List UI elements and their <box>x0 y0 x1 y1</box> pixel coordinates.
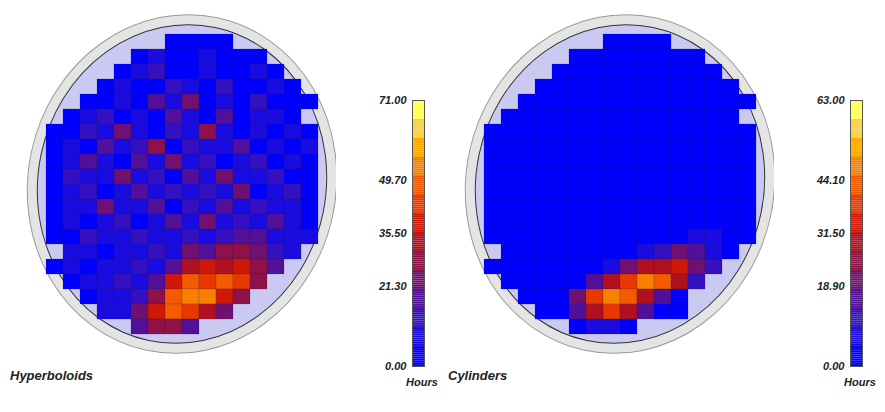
html-text:Hours: Hours <box>406 376 438 388</box>
svg-text:0.00: 0.00 <box>823 360 845 372</box>
svg-text:63.00: 63.00 <box>817 94 845 106</box>
svg-text:49.70: 49.70 <box>378 174 407 186</box>
svg-text:21.30: 21.30 <box>378 280 407 292</box>
html-text:Hours: Hours <box>844 376 876 388</box>
svg-text:35.50: 35.50 <box>379 227 407 239</box>
svg-text:71.00: 71.00 <box>379 94 407 106</box>
html-text:Cylinders: Cylinders <box>448 368 508 383</box>
svg-text:18.90: 18.90 <box>817 280 845 292</box>
svg-text:31.50: 31.50 <box>817 227 845 239</box>
html-text:Hyperboloids: Hyperboloids <box>10 368 94 383</box>
svg-text:44.10: 44.10 <box>816 174 845 186</box>
svg-text:0.00: 0.00 <box>385 360 407 372</box>
